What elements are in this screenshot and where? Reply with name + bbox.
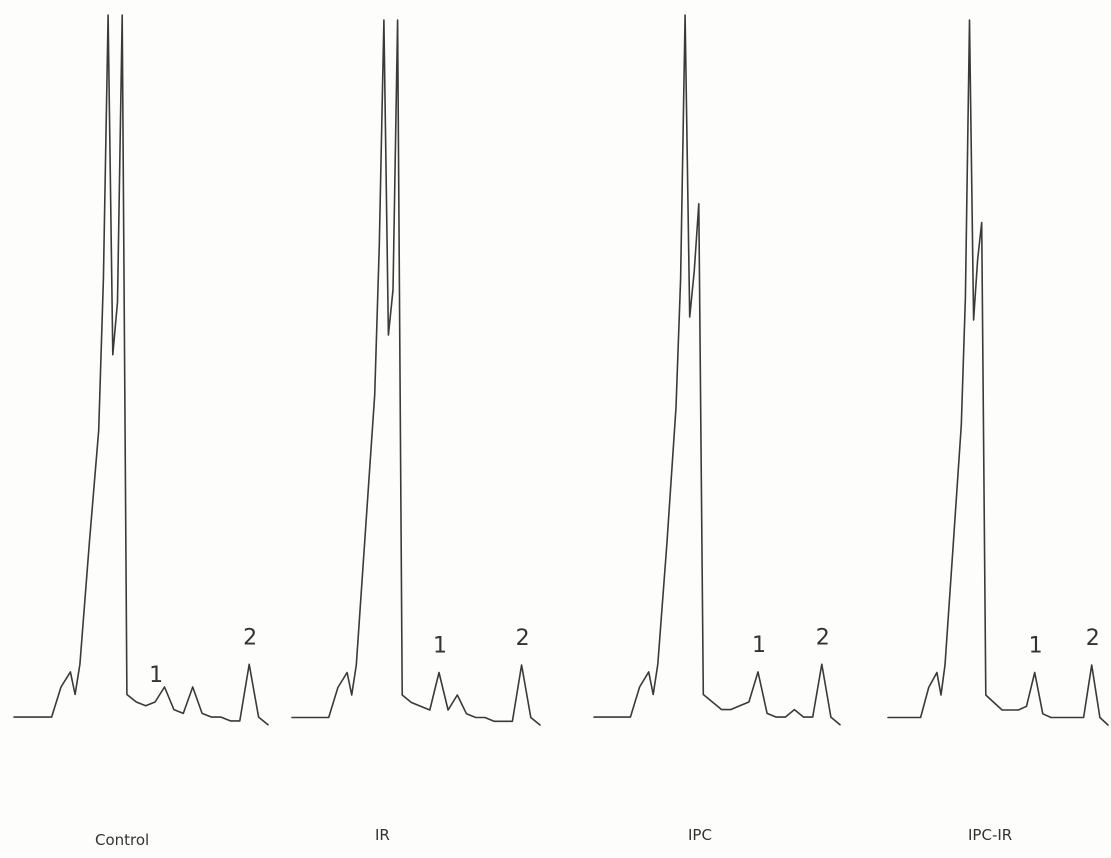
peak-label-1: 1 [149,663,163,688]
panel-label-control: Control [95,831,149,849]
peak-label-2: 2 [816,625,830,650]
panel-label-ir: IR [375,826,390,844]
trace-ipc-ir [887,19,1109,726]
trace-ipc [593,14,841,726]
trace-ir [291,19,541,726]
chromatogram-panel-control: 1 2 Control [13,14,269,849]
peak-label-1: 1 [1029,634,1043,659]
chromatogram-panel-ipc: 1 2 IPC [593,14,841,844]
peak-label-1: 1 [433,634,447,659]
chromatogram-panel-ir: 1 2 IR [291,19,541,844]
peak-label-1: 1 [752,633,766,658]
peak-label-2: 2 [516,626,530,651]
chromatogram-panel-ipc-ir: 1 2 IPC-IR [887,19,1109,844]
panel-label-ipc: IPC [688,826,712,844]
peak-label-2: 2 [243,625,257,650]
panel-label-ipc-ir: IPC-IR [968,826,1012,844]
trace-control [13,14,269,726]
peak-label-2: 2 [1086,626,1100,651]
